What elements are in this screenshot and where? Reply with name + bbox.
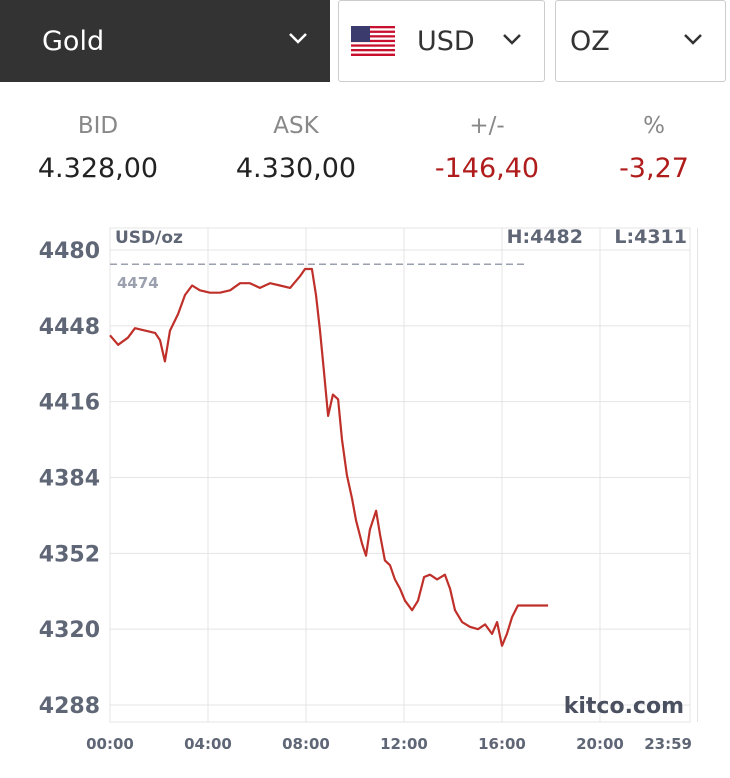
quote-label: +/- <box>469 113 505 139</box>
x-tick-label: 04:00 <box>184 735 232 753</box>
quote-label: BID <box>77 113 119 139</box>
y-tick-label: 4416 <box>39 391 100 416</box>
chevron <box>503 34 521 45</box>
x-tick-label: 23:59 <box>644 735 692 753</box>
y-tick-label: 4480 <box>39 239 100 264</box>
unit-label: USD/oz <box>115 228 183 248</box>
x-tick-label: 00:00 <box>86 735 134 753</box>
x-tick-label: 08:00 <box>282 735 330 753</box>
y-tick-label: 4384 <box>39 467 100 492</box>
price-line <box>109 267 549 647</box>
currency-label: USD <box>417 25 475 57</box>
low-label: L:4311 <box>614 226 687 248</box>
y-tick-label: 4320 <box>39 618 100 643</box>
y-tick-label: 4448 <box>39 315 100 340</box>
metal-select[interactable]: Gold <box>0 0 330 82</box>
metal-label: Gold <box>42 25 105 57</box>
currency-select[interactable]: USD <box>338 0 545 82</box>
reference-label: 4474 <box>117 274 159 292</box>
quote-label: % <box>643 113 665 139</box>
plot-frame <box>109 227 691 723</box>
quote-value: -3,27 <box>619 153 689 184</box>
quote-label: ASK <box>273 113 319 139</box>
x-tick-label: 12:00 <box>380 735 428 753</box>
quote-value: 4.328,00 <box>37 153 159 184</box>
watermark: kitco.com <box>564 694 684 719</box>
chevron <box>684 34 702 45</box>
y-tick-label: 4288 <box>39 694 100 719</box>
x-tick-label: 16:00 <box>478 735 526 753</box>
y-tick-label: 4352 <box>39 542 100 567</box>
quote-value: 4.330,00 <box>235 153 357 184</box>
high-label: H:4482 <box>507 226 583 248</box>
quote-value: -146,40 <box>434 153 540 184</box>
chevron <box>289 33 307 44</box>
unit-label: OZ <box>570 25 610 57</box>
flag <box>351 26 395 56</box>
unit-select[interactable]: OZ <box>555 0 726 82</box>
x-tick-label: 20:00 <box>576 735 624 753</box>
